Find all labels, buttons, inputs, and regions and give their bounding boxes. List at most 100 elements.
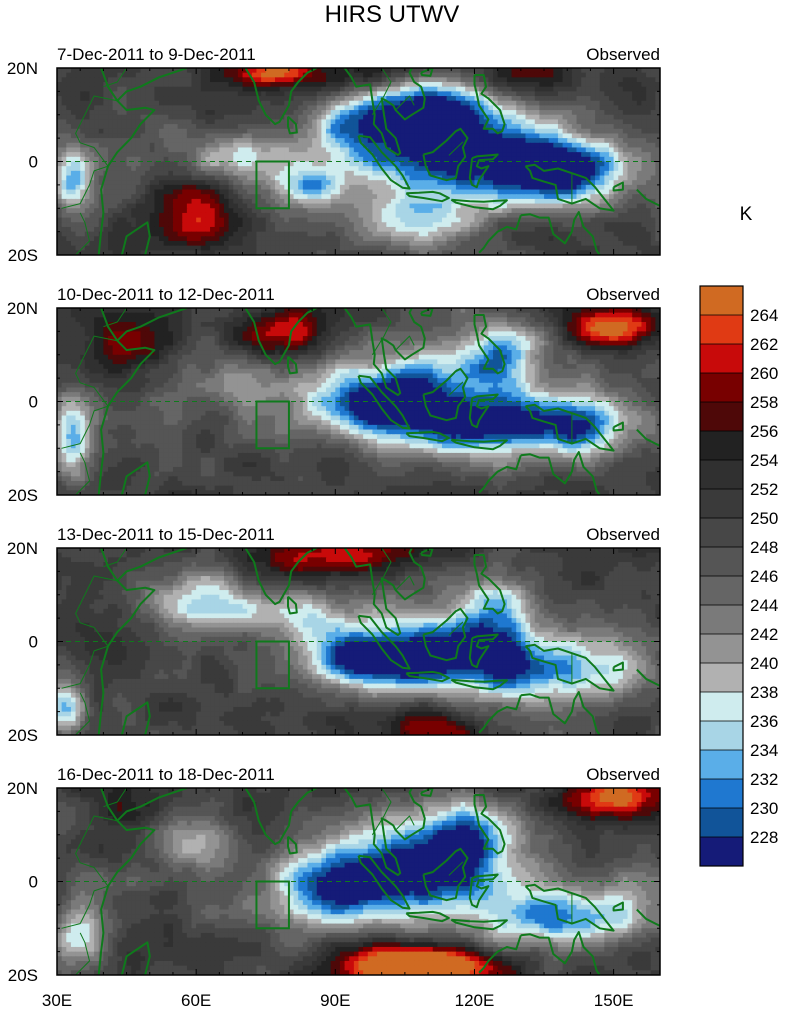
field-cell: [516, 105, 522, 111]
field-cell: [474, 77, 480, 83]
field-cell: [432, 226, 438, 233]
field-cell: [372, 222, 378, 228]
field-cell: [548, 161, 554, 167]
field-cell: [293, 226, 299, 233]
field-cell: [196, 105, 202, 111]
field-cell: [627, 105, 633, 111]
field-cell: [94, 194, 100, 200]
field-cell: [196, 119, 202, 125]
field-cell: [613, 184, 619, 191]
field-cell: [154, 152, 160, 158]
field-cell: [632, 142, 638, 149]
field-cell: [604, 100, 610, 106]
field-cell: [423, 77, 429, 83]
field-cell: [126, 114, 132, 121]
field-cell: [571, 212, 578, 219]
field-cell: [228, 240, 234, 247]
field-cell: [553, 119, 559, 125]
field-cell: [135, 156, 142, 163]
field-cell: [205, 203, 211, 209]
field-cell: [641, 100, 647, 106]
field-cell: [595, 175, 601, 181]
field-cell: [186, 133, 193, 139]
field-cell: [149, 170, 156, 177]
field-cell: [112, 142, 118, 149]
field-cell: [636, 222, 643, 228]
field-cell: [330, 231, 336, 237]
field-cell: [636, 180, 643, 186]
field-cell: [386, 194, 392, 200]
field-cell: [121, 231, 128, 237]
field-cell: [608, 203, 615, 209]
field-cell: [126, 198, 132, 205]
field-cell: [534, 100, 540, 106]
field-cell: [520, 156, 527, 163]
field-cell: [520, 184, 527, 191]
field-cell: [404, 91, 411, 97]
field-cell: [70, 217, 77, 223]
field-cell: [344, 82, 350, 88]
field-cell: [103, 133, 109, 139]
field-cell: [516, 166, 522, 172]
field-cell: [57, 231, 63, 237]
field-cell: [275, 124, 281, 130]
field-cell: [298, 72, 304, 78]
field-cell: [182, 217, 188, 223]
field-cell: [279, 194, 285, 200]
field-cell: [163, 184, 169, 191]
field-cell: [247, 208, 253, 214]
field-cell: [618, 91, 624, 97]
field-cell: [520, 100, 527, 106]
field-cell: [237, 170, 244, 177]
field-cell: [233, 124, 239, 130]
field-cell: [493, 86, 499, 92]
field-cell: [223, 91, 230, 97]
field-cell: [330, 82, 336, 88]
field-cell: [386, 86, 392, 92]
field-cell: [302, 189, 309, 195]
field-cell: [159, 245, 165, 251]
field-cell: [506, 175, 513, 181]
field-cell: [288, 110, 295, 116]
field-cell: [177, 240, 183, 247]
field-cell: [140, 91, 146, 97]
field-cell: [423, 110, 429, 116]
field-cell: [312, 189, 318, 195]
field-cell: [576, 175, 582, 181]
field-cell: [186, 110, 193, 116]
field-cell: [103, 82, 109, 88]
field-cell: [330, 91, 336, 97]
field-cell: [163, 194, 169, 200]
field-cell: [126, 142, 132, 149]
field-cell: [349, 189, 355, 195]
field-cell: [321, 203, 327, 209]
field-cell: [576, 170, 582, 177]
field-cell: [66, 128, 72, 135]
field-cell: [94, 119, 100, 125]
field-cell: [353, 100, 360, 106]
field-cell: [75, 110, 81, 116]
field-cell: [497, 114, 503, 121]
field-cell: [358, 222, 364, 228]
field-cell: [256, 110, 262, 116]
field-cell: [261, 105, 267, 111]
field-cell: [469, 170, 476, 177]
field-cell: [488, 194, 494, 200]
field-cell: [196, 77, 202, 83]
field-cell: [400, 133, 406, 139]
field-cell: [57, 222, 63, 228]
field-cell: [237, 119, 244, 125]
field-cell: [89, 231, 95, 237]
field-cell: [196, 212, 202, 219]
field-cell: [646, 161, 652, 167]
field-cell: [395, 133, 401, 139]
field-cell: [177, 91, 183, 97]
field-cell: [117, 68, 123, 74]
field-cell: [530, 68, 536, 74]
field-cell: [293, 222, 299, 228]
field-cell: [525, 231, 531, 237]
field-cell: [316, 114, 322, 121]
field-cell: [326, 222, 332, 228]
field-cell: [98, 105, 104, 111]
field-cell: [506, 77, 513, 83]
